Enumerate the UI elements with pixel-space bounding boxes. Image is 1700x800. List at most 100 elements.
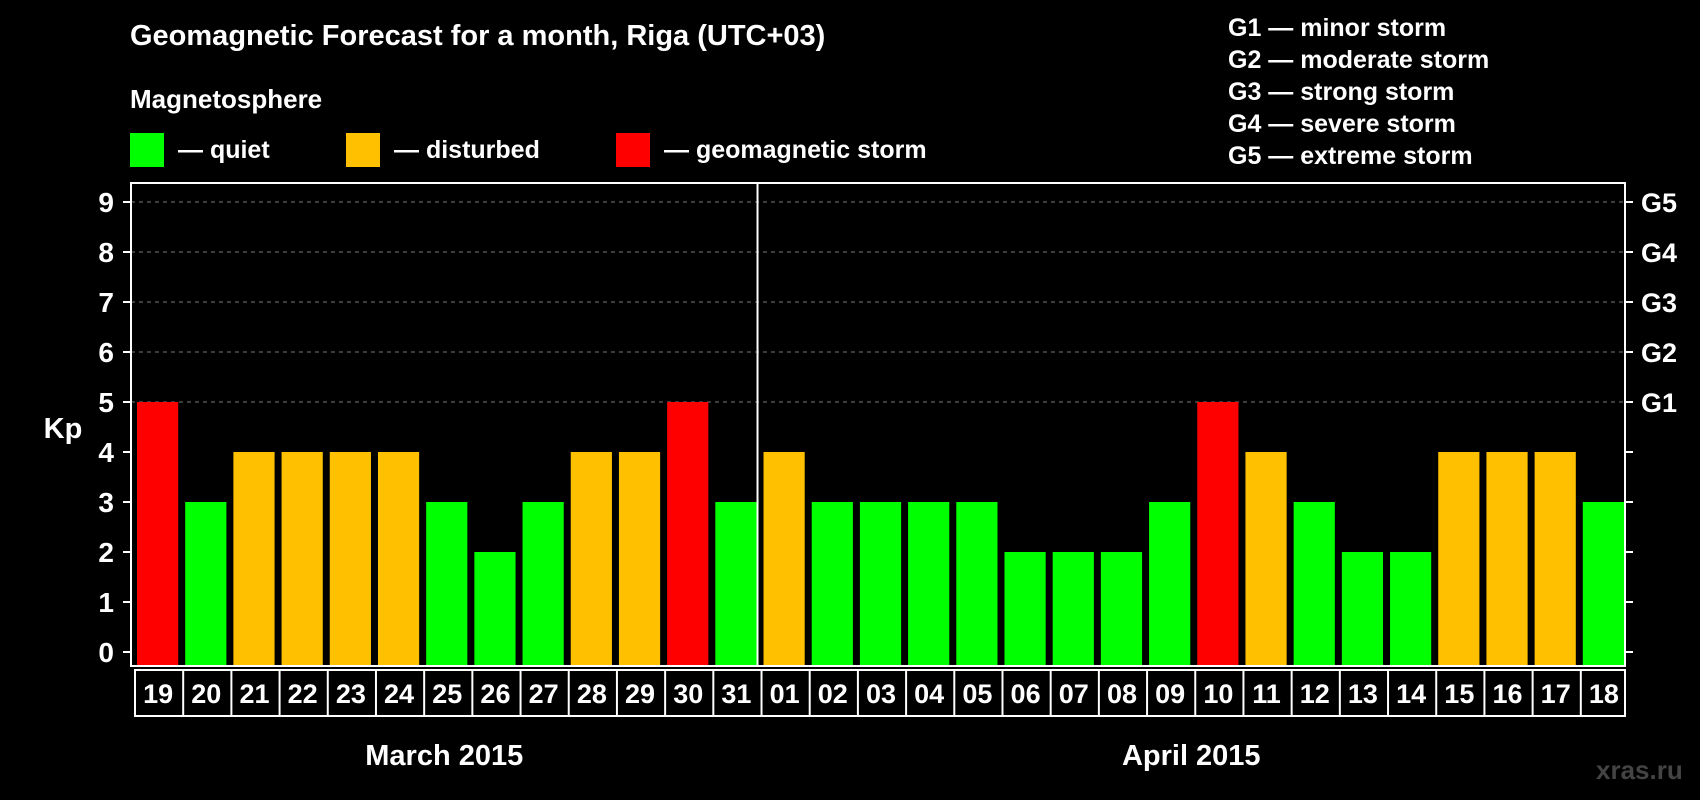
date-label-09: 09 [1155,679,1185,709]
date-label-20: 20 [191,679,221,709]
storm-level-g1: G1 — minor storm [1228,14,1447,42]
bar-24 [377,452,420,666]
date-label-08: 08 [1107,679,1137,709]
month-label: March 2015 [365,740,523,772]
legend-item-storm: — geomagnetic storm [616,133,927,167]
bar-09 [1149,502,1191,666]
date-label-11: 11 [1252,679,1281,709]
right-label-G2: G2 [1641,338,1677,368]
bar-07 [1052,552,1094,666]
watermark: xras.ru [1596,755,1683,785]
date-label-29: 29 [625,679,655,709]
date-label-26: 26 [480,679,510,709]
date-label-25: 25 [432,679,462,709]
bar-19 [137,402,179,666]
storm-level-legend: G1 — minor storm G2 — moderate storm G3 … [1228,12,1489,172]
date-label-17: 17 [1541,679,1571,709]
bar-01 [763,452,805,666]
date-label-07: 07 [1059,679,1089,709]
date-label-28: 28 [577,679,607,709]
date-label-30: 30 [673,679,703,709]
bar-05 [956,502,998,666]
right-label-G5: G5 [1641,188,1677,218]
ytick-label-3: 3 [98,487,114,518]
date-label-16: 16 [1492,679,1522,709]
legend-item-disturbed: — disturbed [346,133,540,167]
bar-27 [522,502,564,666]
date-label-14: 14 [1396,679,1426,709]
ytick-label-5: 5 [98,387,114,418]
date-label-22: 22 [288,679,318,709]
date-label-12: 12 [1300,679,1330,709]
bar-29 [618,452,661,666]
bar-31 [715,502,757,666]
bar-17 [1534,452,1576,666]
date-label-24: 24 [384,679,414,709]
ytick-label-0: 0 [98,637,114,668]
legend-swatch-storm [616,133,650,167]
bar-18 [1582,502,1624,666]
bar-04 [908,502,950,666]
date-label-06: 06 [1011,679,1041,709]
ytick-label-9: 9 [98,187,114,218]
bar-13 [1341,552,1384,666]
date-label-02: 02 [818,679,848,709]
storm-level-g3: G3 — strong storm [1228,78,1455,106]
legend-label-storm: — geomagnetic storm [664,135,927,164]
date-label-23: 23 [336,679,366,709]
bar-21 [233,452,275,666]
date-label-27: 27 [529,679,559,709]
bar-26 [474,552,516,666]
date-label-05: 05 [962,679,992,709]
bar-28 [570,452,612,666]
bar-16 [1486,452,1528,666]
bar-14 [1390,552,1432,666]
month-label: April 2015 [1122,740,1261,772]
date-label-04: 04 [914,679,944,709]
bar-30 [667,402,709,666]
legend-subtitle: Magnetosphere [130,84,323,114]
bar-11 [1245,452,1287,666]
ytick-label-2: 2 [98,537,114,568]
storm-level-g2: G2 — moderate storm [1228,46,1490,74]
date-label-15: 15 [1444,679,1474,709]
bar-03 [859,502,902,666]
right-label-G3: G3 [1641,288,1677,318]
y-axis-label: Kp [44,413,83,445]
bar-02 [811,502,853,666]
date-label-21: 21 [239,679,269,709]
ytick-label-4: 4 [98,437,114,468]
bar-10 [1197,402,1239,666]
ytick-label-7: 7 [98,287,114,318]
ytick-label-6: 6 [98,337,114,368]
date-label-10: 10 [1203,679,1233,709]
ytick-label-1: 1 [98,587,114,618]
legend-label-quiet: — quiet [178,135,270,164]
bar-22 [281,452,323,666]
legend-swatch-quiet [130,133,164,167]
bar-20 [185,502,227,666]
legend-swatch-disturbed [346,133,380,167]
date-label-18: 18 [1589,679,1619,709]
date-label-01: 01 [770,679,800,709]
bar-12 [1293,502,1335,666]
storm-level-g5: G5 — extreme storm [1228,142,1473,170]
date-label-19: 19 [143,679,173,709]
chart-title: Geomagnetic Forecast for a month, Riga (… [130,20,826,52]
storm-level-g4: G4 — severe storm [1228,110,1456,138]
date-label-31: 31 [721,679,751,709]
legend-item-quiet: — quiet [130,133,270,167]
bar-08 [1100,552,1143,666]
bar-06 [1004,552,1046,666]
bar-25 [426,502,468,666]
date-axis-box [134,669,1626,717]
legend-label-disturbed: — disturbed [394,135,540,164]
date-label-13: 13 [1348,679,1378,709]
right-label-G4: G4 [1641,238,1677,268]
bar-23 [329,452,371,666]
date-label-03: 03 [866,679,896,709]
plot-frame [130,182,1626,667]
ytick-label-8: 8 [98,237,114,268]
bar-15 [1438,452,1480,666]
